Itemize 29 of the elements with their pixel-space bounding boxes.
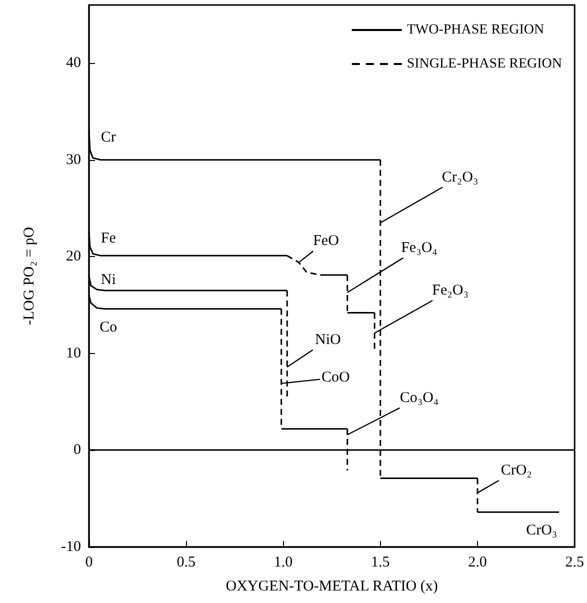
annotation: CrO₃ bbox=[526, 522, 558, 539]
annotation: CrO₂ bbox=[500, 462, 532, 479]
legend-label: TWO-PHASE REGION bbox=[406, 22, 544, 38]
x-tick-label: 0.5 bbox=[176, 554, 196, 570]
y-tick-label: -10 bbox=[61, 539, 81, 555]
y-tick-label: 0 bbox=[74, 442, 81, 458]
annotation: Fe₂O₃ bbox=[432, 282, 468, 299]
annotation: Fe bbox=[100, 230, 116, 246]
annotation: NiO bbox=[315, 332, 342, 348]
annotation: Co₃O₄ bbox=[400, 390, 439, 406]
y-tick-label: 30 bbox=[66, 152, 81, 168]
x-tick-label: 2.0 bbox=[468, 554, 487, 570]
annotation: Cr₂O₃ bbox=[442, 169, 478, 186]
annotation: CoO bbox=[322, 370, 350, 386]
annotation: Cr bbox=[100, 130, 116, 146]
x-tick-label: 1.5 bbox=[371, 554, 390, 570]
legend-label: SINGLE-PHASE REGION bbox=[406, 56, 562, 72]
y-tick-label: 20 bbox=[66, 248, 81, 265]
annotation: Ni bbox=[100, 272, 116, 288]
x-tick-label: 2.5 bbox=[565, 554, 584, 570]
x-axis-title: OXYGEN-TO-METAL RATIO (x) bbox=[226, 578, 438, 594]
annotation: FeO bbox=[313, 233, 340, 250]
annotation: Co bbox=[100, 319, 118, 336]
y-axis-title: -LOG PO₂ = pO bbox=[22, 226, 38, 326]
x-tick-label: 0 bbox=[85, 554, 93, 570]
y-tick-label: 40 bbox=[66, 55, 81, 72]
y-tick-label: 10 bbox=[66, 345, 81, 362]
x-tick-label: 1.0 bbox=[274, 554, 293, 570]
annotation: Fe₃O₄ bbox=[401, 240, 438, 256]
